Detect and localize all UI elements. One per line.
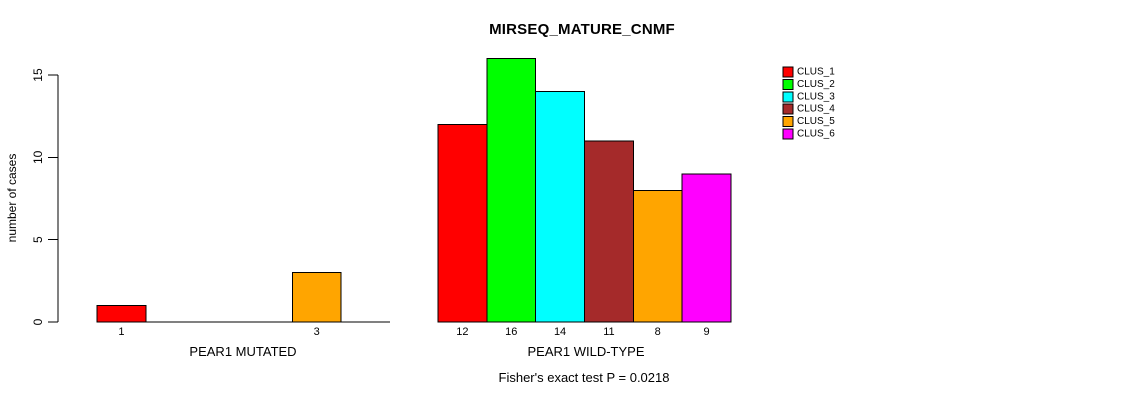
- legend-label-clus_2: CLUS_2: [797, 79, 835, 90]
- bar-value-label: 16: [505, 326, 517, 338]
- legend-label-clus_5: CLUS_5: [797, 116, 835, 127]
- legend-swatch-clus_5: [782, 116, 794, 128]
- group-label-mutated: PEAR1 MUTATED: [189, 344, 297, 359]
- y-tick-label: 15: [31, 68, 45, 82]
- bar-value-label: 8: [655, 326, 661, 338]
- bar-value-label: 1: [118, 326, 124, 338]
- legend-swatch-clus_3: [782, 91, 794, 103]
- y-axis-title: number of cases: [5, 153, 19, 243]
- bar-value-label: 11: [603, 326, 614, 338]
- bar-clus_4: [583, 140, 634, 323]
- y-tick-label: 5: [31, 236, 45, 243]
- bar-clus_2: [486, 58, 537, 323]
- legend-label-clus_4: CLUS_4: [797, 104, 835, 115]
- legend-label-clus_1: CLUS_1: [797, 67, 835, 78]
- bar-value-label: 3: [314, 326, 320, 338]
- y-tick-label: 0: [31, 318, 45, 325]
- bar-value-label: 9: [704, 326, 710, 338]
- legend-swatch-clus_6: [782, 128, 794, 140]
- legend-label-clus_3: CLUS_3: [797, 91, 835, 102]
- bar-value-label: 12: [456, 326, 468, 338]
- bar-clus_1: [96, 305, 147, 323]
- bar-clus_6: [681, 173, 732, 323]
- bar-clus_1: [437, 123, 488, 323]
- legend-label-clus_6: CLUS_6: [797, 129, 835, 140]
- y-tick-label: 10: [31, 150, 45, 164]
- chart-title: MIRSEQ_MATURE_CNMF: [489, 21, 675, 38]
- bar-clus_5: [291, 272, 342, 323]
- group-label-wildtype: PEAR1 WILD-TYPE: [527, 344, 645, 359]
- bar-clus_5: [632, 189, 683, 323]
- legend-swatch-clus_4: [782, 103, 794, 115]
- bar-clus_3: [535, 90, 585, 323]
- bar-value-label: 14: [554, 326, 566, 338]
- legend-swatch-clus_2: [782, 78, 794, 90]
- legend-swatch-clus_1: [782, 66, 794, 78]
- fisher-test-annotation: Fisher's exact test P = 0.0218: [498, 370, 670, 385]
